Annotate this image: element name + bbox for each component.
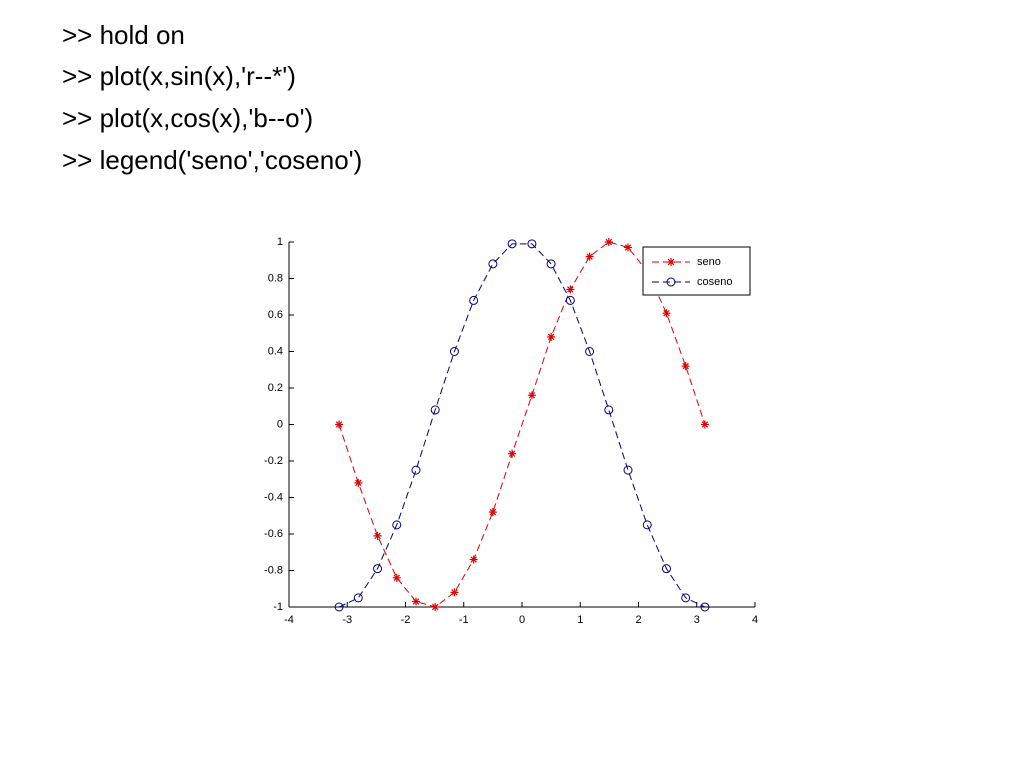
marker xyxy=(700,420,709,429)
marker-stroke xyxy=(508,450,516,457)
marker xyxy=(469,555,478,564)
marker xyxy=(624,243,633,252)
legend-label: coseno xyxy=(697,276,732,288)
x-tick-label: 0 xyxy=(519,614,525,626)
x-tick-label: -1 xyxy=(459,614,469,626)
marker-stroke xyxy=(335,421,343,428)
code-line: >> plot(x,sin(x),'r--*') xyxy=(62,61,296,91)
marker xyxy=(373,564,383,574)
code-line: >> legend('seno','coseno') xyxy=(62,145,363,175)
marker xyxy=(604,405,614,415)
marker xyxy=(430,405,440,415)
marker xyxy=(507,239,517,249)
marker-stroke xyxy=(701,421,709,428)
marker xyxy=(681,593,691,603)
marker xyxy=(334,602,344,612)
marker-stroke xyxy=(624,244,632,251)
x-tick-label: -2 xyxy=(401,614,411,626)
marker xyxy=(488,508,497,517)
code-line: >> plot(x,cos(x),'b--o') xyxy=(62,103,314,133)
marker xyxy=(661,564,671,574)
x-tick-label: 1 xyxy=(577,614,583,626)
marker xyxy=(373,531,382,540)
marker xyxy=(642,520,652,530)
marker xyxy=(604,238,613,246)
marker xyxy=(488,259,498,269)
marker xyxy=(681,362,690,371)
marker xyxy=(585,252,594,261)
marker-stroke xyxy=(431,603,439,611)
marker-stroke xyxy=(663,309,670,317)
marker xyxy=(411,597,420,606)
marker-stroke xyxy=(682,362,689,370)
marker-stroke xyxy=(667,258,675,266)
marker-stroke xyxy=(528,392,536,399)
series-line xyxy=(338,241,706,608)
marker xyxy=(585,347,595,356)
y-tick-label: -0.6 xyxy=(264,528,283,540)
marker xyxy=(547,332,556,341)
marker xyxy=(508,449,517,458)
y-tick-label: -1 xyxy=(273,601,283,613)
marker-stroke xyxy=(547,333,555,341)
marker-stroke xyxy=(412,598,420,605)
marker xyxy=(527,239,537,249)
marker xyxy=(469,295,479,305)
marker-stroke xyxy=(393,574,400,582)
marker xyxy=(623,465,633,475)
marker-stroke xyxy=(451,589,458,596)
marker xyxy=(431,603,440,611)
marker xyxy=(411,465,421,475)
marker xyxy=(335,420,344,429)
marker xyxy=(450,588,459,597)
marker-stroke xyxy=(489,508,497,516)
code-line: >> hold on xyxy=(62,20,185,50)
y-tick-label: 0.8 xyxy=(268,272,283,284)
y-tick-label: -0.8 xyxy=(264,564,283,576)
marker xyxy=(392,573,401,582)
marker xyxy=(527,391,536,400)
marker-stroke xyxy=(605,238,613,246)
x-tick-label: -3 xyxy=(342,614,352,626)
x-tick-label: 2 xyxy=(635,614,641,626)
x-tick-label: 4 xyxy=(752,614,758,626)
marker xyxy=(662,309,671,318)
y-tick-label: 0 xyxy=(277,418,283,430)
y-tick-label: -0.4 xyxy=(264,491,283,503)
marker xyxy=(392,520,402,530)
marker xyxy=(565,295,575,305)
marker xyxy=(667,258,675,266)
y-tick-label: 1 xyxy=(277,236,283,248)
x-tick-label: -4 xyxy=(284,614,294,626)
y-tick-label: 0.2 xyxy=(268,382,283,394)
marker xyxy=(546,259,556,269)
marker xyxy=(700,602,710,612)
marker xyxy=(449,347,459,356)
legend-box xyxy=(642,246,751,296)
x-tick-label: 3 xyxy=(694,614,700,626)
y-tick-label: 0.4 xyxy=(268,345,283,357)
marker-stroke xyxy=(355,479,362,487)
marker xyxy=(666,277,676,287)
marker xyxy=(566,285,575,294)
marker-stroke xyxy=(470,556,477,563)
marker-stroke xyxy=(374,532,381,540)
y-tick-label: 0.6 xyxy=(268,309,283,321)
marker-stroke xyxy=(586,253,593,260)
y-tick-label: -0.2 xyxy=(264,455,283,467)
marker xyxy=(353,593,363,603)
legend-label: seno xyxy=(697,256,721,268)
marker xyxy=(354,478,363,487)
series-line xyxy=(338,243,706,608)
marker-stroke xyxy=(567,286,574,293)
